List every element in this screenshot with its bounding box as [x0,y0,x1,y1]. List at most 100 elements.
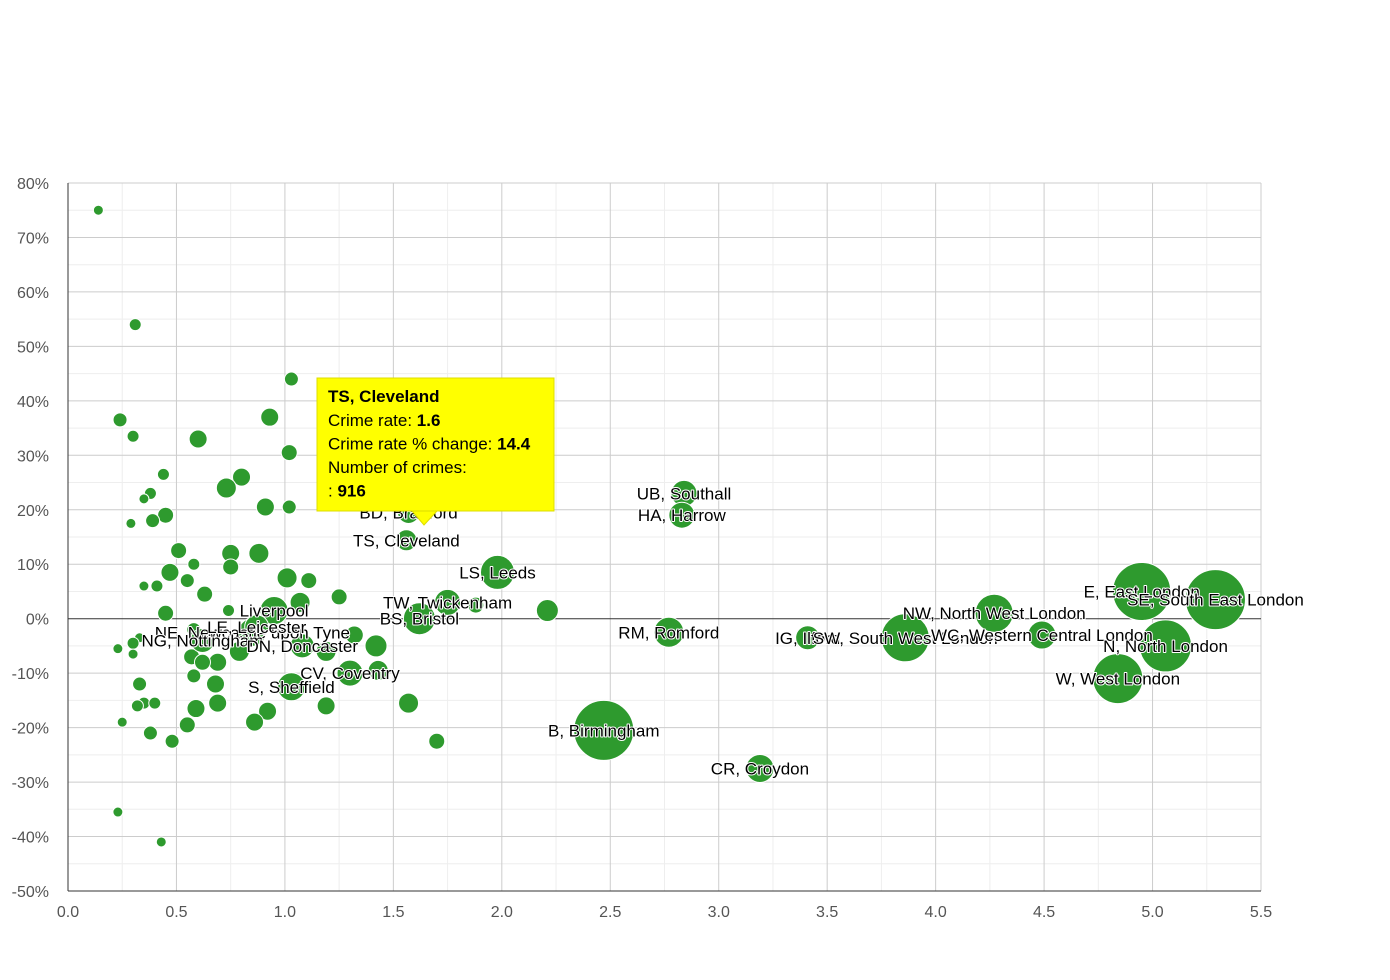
bubble [170,542,188,560]
point-label: NE, Newcastle upon Tyne [155,623,350,642]
tooltip: TS, Cleveland Crime rate: 1.6 Crime rate %… [316,377,555,526]
bubble [128,318,142,332]
bubble [130,699,144,713]
point-label: LS, Leeds [459,563,536,582]
point-label: BS, Bristol [380,610,459,629]
bubble [330,588,348,606]
y-tick-label: 40% [17,394,49,411]
tooltip-line-value: 916 [337,482,365,501]
point-label: WC, Western Central London [931,626,1153,645]
bubble [228,640,250,662]
bubble [394,528,419,553]
bubble [1092,653,1144,705]
tooltip-line-label: Number of crimes: [328,458,467,477]
point-label: W, West London [1056,670,1180,689]
point-label: E, East London [1084,582,1200,601]
point-label: UB, Southall [637,484,732,503]
bubble [125,517,137,529]
bubble [112,806,124,818]
point-label: TS, Cleveland [353,531,460,550]
bubble [280,444,298,462]
bubble [402,602,436,636]
y-tick-label: 80% [17,176,49,193]
bubble [116,716,128,728]
point-label: CV, Coventry [300,664,400,683]
point-label: IG, Ilford [775,629,840,648]
tooltip-line: : 916 [328,482,366,501]
bubble [276,567,298,589]
bubble [112,412,128,428]
y-tick-label: -10% [12,666,49,683]
bubble [745,753,775,783]
bubble [208,652,228,672]
point-label: B, Birmingham [548,721,659,740]
bubble [215,477,237,499]
bubble [186,668,202,684]
x-tick-label: 2.5 [599,904,621,921]
tooltip-line-label: Crime rate % change: [328,435,497,454]
bubble [193,653,211,671]
bubble [315,640,337,662]
bubble [142,725,158,741]
bubble [245,712,265,732]
point-label: RM, Romford [618,623,719,642]
bubble [289,633,315,659]
point-label: LE, Leicester [207,618,307,637]
bubble [160,562,180,582]
x-tick-label: 0.5 [165,904,187,921]
bubble [132,676,148,692]
bubble [127,648,139,660]
tooltip-line-value: 14.4 [497,435,531,454]
bubble [1112,561,1172,621]
bubble [1184,569,1246,631]
grid [67,182,1262,892]
bubble [208,693,228,713]
tooltip-box [316,377,555,512]
bubble [205,674,225,694]
bubble [434,588,462,616]
bubble [138,580,150,592]
bubble [196,585,214,603]
y-tick-label: 70% [17,230,49,247]
bubble [179,573,195,589]
x-tick-label: 5.0 [1141,904,1163,921]
bubble [156,467,170,481]
x-tick-label: 4.5 [1033,904,1055,921]
x-tick-label: 3.5 [816,904,838,921]
bubble [189,627,215,653]
bubble [364,634,388,658]
bubble [1027,620,1057,650]
bubble [259,596,289,626]
y-tick-label: 60% [17,285,49,302]
tooltip-line: Crime rate % change: 14.4 [328,435,531,454]
bubble [255,497,275,517]
bubble [145,513,161,529]
bubble [186,699,206,719]
bubble [283,371,299,387]
bubble [795,625,821,651]
y-tick-label: 20% [17,503,49,520]
bubble [258,701,278,721]
bubble [336,659,364,687]
tooltip-line-label: : [328,482,337,501]
bubble [150,579,164,593]
bubble [428,732,446,750]
bubble [467,596,485,614]
bubble [573,699,635,761]
point-label: TW, Twickenham [383,593,512,612]
x-tick-label: 4.0 [925,904,947,921]
point-label: SW, South West London [813,629,998,648]
bubble [248,542,270,564]
bubble [178,716,196,734]
y-tick-label: 10% [17,557,49,574]
point-label: NW, North West London [903,604,1086,623]
bubble [880,613,930,663]
y-tick-label: -20% [12,721,49,738]
point-label: Liverpool [240,602,309,621]
bubble [155,836,167,848]
bubble [244,614,270,640]
bubble [344,625,364,645]
bubble [188,429,208,449]
